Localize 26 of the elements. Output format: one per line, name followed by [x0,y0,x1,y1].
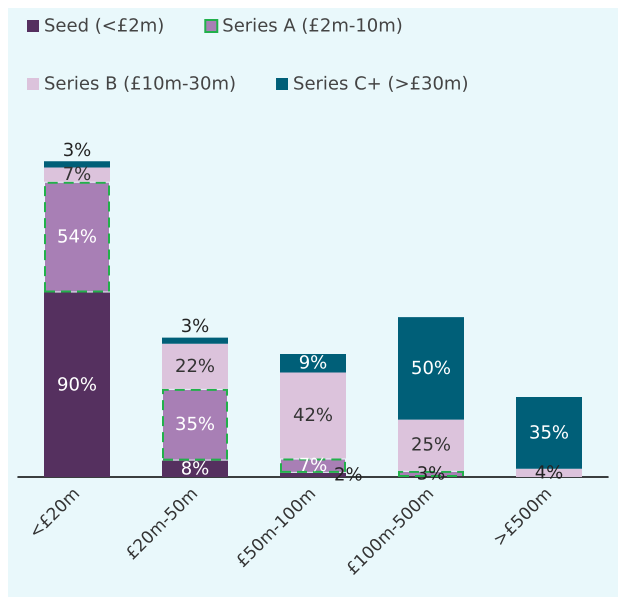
bar [162,344,228,389]
data-label: 3% [180,316,210,338]
data-label: 54% [56,226,98,248]
data-label: 8% [180,458,210,480]
data-label: 90% [56,374,98,396]
legend-label: Series B (£10m-30m) [44,74,236,94]
data-label: 3% [62,140,92,161]
legend-label: Seed (<£2m) [44,16,164,36]
data-label: 7% [298,455,328,476]
bar [44,182,110,292]
bar [44,292,110,477]
data-label: 25% [410,434,452,456]
data-label: 22% [174,356,216,377]
data-label: 50% [410,358,452,379]
bar [398,317,464,420]
data-label: 42% [292,405,334,426]
data-label: 35% [528,422,570,444]
bar [162,338,228,344]
data-label: 35% [174,414,216,436]
data-label: 7% [62,164,92,186]
bar [162,388,228,461]
data-label: 9% [298,352,328,374]
legend-label: Series C+ (>£30m) [293,74,468,94]
legend-label: Series A (£2m-10m) [222,16,403,36]
bar [44,161,110,168]
bar [280,372,346,459]
